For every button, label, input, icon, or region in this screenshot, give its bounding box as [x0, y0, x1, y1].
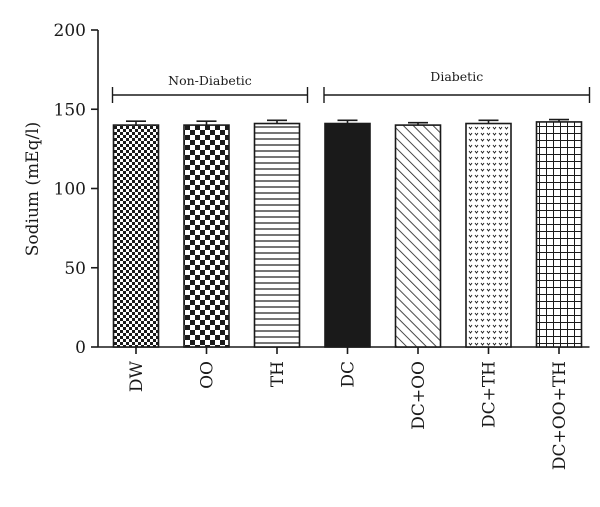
group-label-non-diabetic: Non-Diabetic — [168, 73, 252, 88]
x-tick-label: OO — [198, 361, 218, 389]
bar-th — [253, 122, 301, 348]
bar-dc-plus-oo-plus-th — [535, 121, 583, 348]
bar-dc-plus-oo — [394, 124, 442, 348]
bar-dc-plus-th — [465, 122, 512, 348]
x-tick-label: DC+OO — [409, 361, 429, 430]
y-tick-label: 50 — [64, 259, 86, 279]
x-tick-label: DC — [339, 361, 359, 388]
y-axis-title: Sodium (mEq/l) — [23, 122, 43, 257]
y-tick-label: 100 — [54, 180, 86, 200]
bar-oo — [183, 124, 230, 348]
y-tick-label: 150 — [54, 100, 86, 120]
y-tick-label: 200 — [54, 21, 86, 41]
bar-dw — [112, 124, 160, 348]
bar-dc — [324, 122, 371, 348]
group-label-diabetic: Diabetic — [430, 69, 483, 84]
x-tick-label: DC+TH — [480, 361, 500, 428]
x-tick-label: DW — [127, 360, 147, 392]
y-tick-label: 0 — [75, 338, 86, 358]
plot-area: 0 50 100 150 200 DW OO TH DC DC+OO DC+TH DC+OO+TH No… — [54, 21, 591, 470]
x-tick-label: TH — [268, 361, 288, 387]
x-tick-label: DC+OO+TH — [550, 361, 570, 470]
